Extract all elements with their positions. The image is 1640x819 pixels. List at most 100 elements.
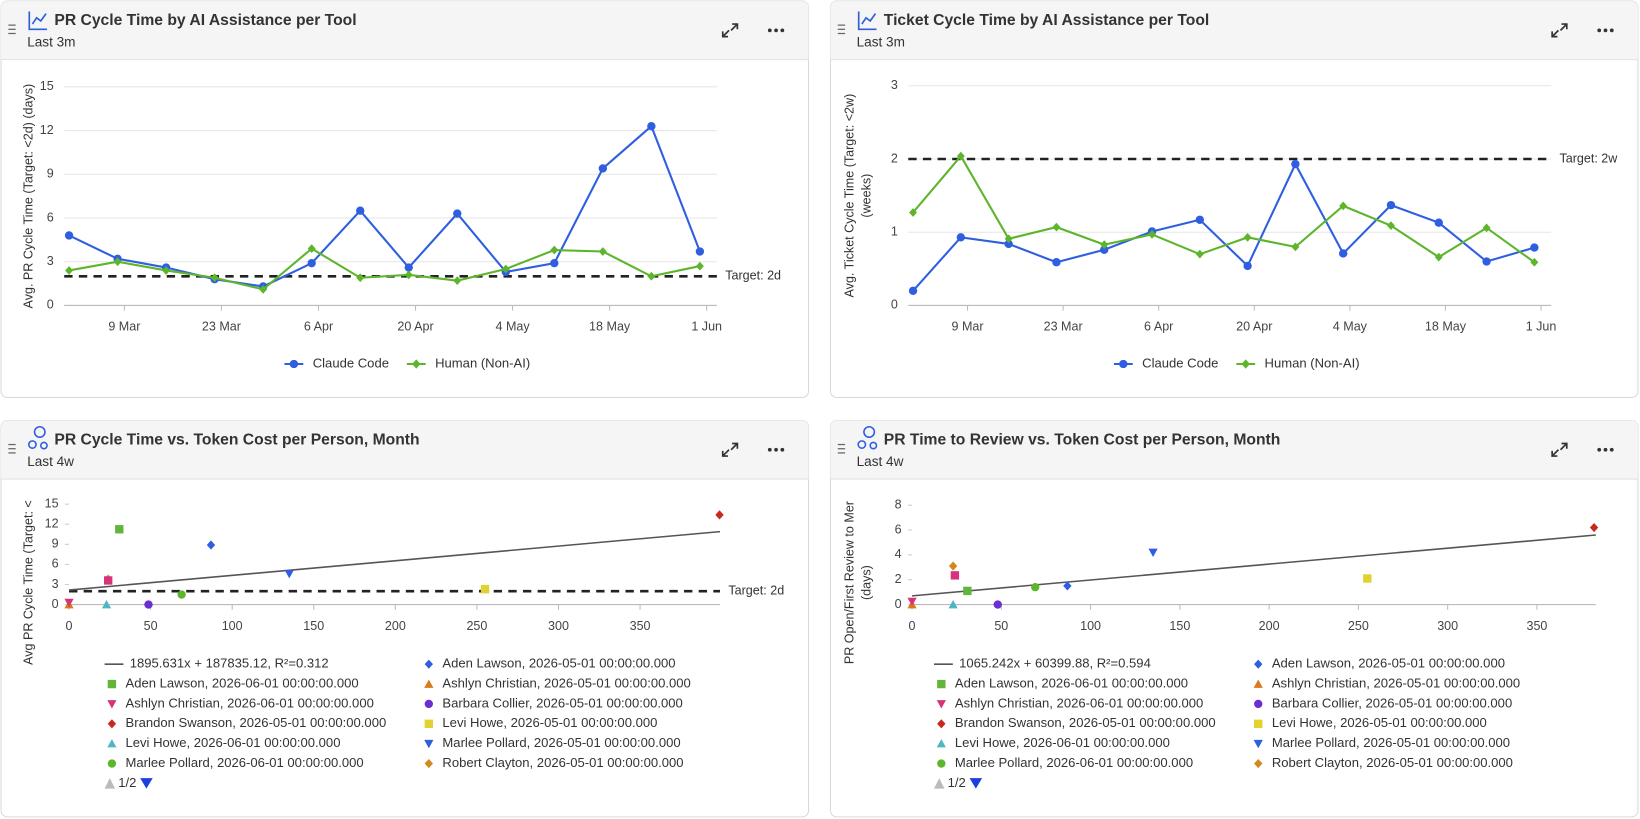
series-line bbox=[68, 124, 701, 288]
legend-label[interactable]: Marlee Pollard, 2026-06-01 00:00:00.000 bbox=[955, 755, 1193, 770]
marker bbox=[695, 247, 705, 256]
legend-label[interactable]: Brandon Swanson, 2026-05-01 00:00:00.000 bbox=[955, 715, 1216, 730]
marker bbox=[909, 208, 918, 217]
legend-label[interactable]: Human (Non-AI) bbox=[1265, 355, 1360, 370]
drag-handle[interactable] bbox=[837, 24, 846, 35]
legend-label[interactable]: 1065.242x + 60399.88, R²=0.594 bbox=[959, 656, 1151, 671]
expand-button[interactable] bbox=[1551, 23, 1568, 38]
marker bbox=[948, 599, 958, 609]
marker bbox=[404, 270, 413, 280]
marker bbox=[1052, 258, 1061, 267]
marker bbox=[107, 719, 117, 729]
y-tick-label: 8 bbox=[895, 498, 902, 512]
x-tick-label: 4 May bbox=[1333, 320, 1368, 334]
legend-page-next[interactable] bbox=[969, 778, 983, 789]
legend-label[interactable]: Robert Clayton, 2026-05-01 00:00:00.000 bbox=[1272, 755, 1513, 770]
legend-label[interactable]: Human (Non-AI) bbox=[435, 355, 530, 370]
legend-label[interactable]: Ashlyn Christian, 2026-05-01 00:00:00.00… bbox=[442, 676, 690, 691]
drag-handle[interactable] bbox=[8, 24, 16, 35]
more-dot bbox=[774, 447, 778, 452]
y-tick-label: 0 bbox=[891, 298, 898, 312]
panel-title: PR Cycle Time vs. Token Cost per Person,… bbox=[54, 431, 419, 448]
marker bbox=[1243, 232, 1252, 242]
more-button[interactable] bbox=[767, 447, 785, 452]
marker bbox=[453, 276, 462, 286]
legend-label[interactable]: 1895.631x + 187835.12, R²=0.312 bbox=[130, 656, 329, 671]
legend-label[interactable]: Marlee Pollard, 2026-05-01 00:00:00.000 bbox=[1272, 735, 1510, 750]
drag-handle[interactable] bbox=[837, 443, 846, 454]
marker bbox=[1195, 215, 1204, 224]
legend-label[interactable]: Aden Lawson, 2026-06-01 00:00:00.000 bbox=[955, 676, 1188, 691]
legend-label[interactable]: Aden Lawson, 2026-05-01 00:00:00.000 bbox=[442, 656, 675, 671]
marker bbox=[424, 699, 434, 709]
panel-subtitle: Last 4w bbox=[27, 454, 74, 469]
more-dot bbox=[774, 28, 778, 33]
drag-handle[interactable] bbox=[8, 443, 16, 454]
more-button[interactable] bbox=[767, 28, 785, 33]
legend-label[interactable]: Levi Howe, 2026-06-01 00:00:00.000 bbox=[955, 735, 1170, 750]
y-axis-label: Avg. PR Cycle Time (Target: <2d) (days) bbox=[22, 84, 36, 309]
legend-label[interactable]: Ashlyn Christian, 2026-05-01 00:00:00.00… bbox=[1272, 676, 1520, 691]
marker bbox=[956, 151, 965, 161]
legend-page-next[interactable] bbox=[140, 778, 153, 789]
marker bbox=[1119, 359, 1128, 369]
legend-label[interactable]: Ashlyn Christian, 2026-06-01 00:00:00.00… bbox=[126, 695, 374, 710]
icon-dot bbox=[33, 425, 46, 439]
y-tick-label: 4 bbox=[895, 547, 902, 561]
y-tick-label: 12 bbox=[40, 123, 54, 137]
legend-label[interactable]: Aden Lawson, 2026-05-01 00:00:00.000 bbox=[1272, 656, 1505, 671]
expand-button[interactable] bbox=[721, 23, 739, 38]
legend-label[interactable]: Claude Code bbox=[1142, 355, 1218, 370]
x-tick-label: 23 Mar bbox=[202, 320, 241, 334]
panel-subtitle: Last 3m bbox=[27, 34, 75, 49]
legend-page-prev[interactable] bbox=[934, 778, 945, 789]
panel-frame bbox=[0, 0, 810, 398]
marker bbox=[936, 739, 946, 748]
legend-label[interactable]: Marlee Pollard, 2026-06-01 00:00:00.000 bbox=[126, 755, 364, 770]
legend-label[interactable]: Ashlyn Christian, 2026-06-01 00:00:00.00… bbox=[955, 695, 1203, 710]
panel: Ticket Cycle Time by AI Assistance per T… bbox=[829, 0, 1639, 398]
marker bbox=[1254, 719, 1263, 728]
panel-title: PR Cycle Time by AI Assistance per Tool bbox=[54, 12, 356, 29]
marker bbox=[647, 121, 656, 131]
more-button[interactable] bbox=[1597, 28, 1614, 33]
marker bbox=[695, 261, 704, 271]
icon-dot bbox=[857, 440, 867, 449]
marker bbox=[1363, 574, 1372, 583]
chart-icon bbox=[857, 425, 878, 450]
marker bbox=[104, 576, 113, 585]
legend-label[interactable]: Barbara Collier, 2026-05-01 00:00:00.000 bbox=[442, 695, 682, 710]
legend-label[interactable]: Levi Howe, 2026-05-01 00:00:00.000 bbox=[442, 715, 657, 730]
legend-label[interactable]: Marlee Pollard, 2026-05-01 00:00:00.000 bbox=[442, 735, 680, 750]
more-button[interactable] bbox=[1597, 447, 1614, 452]
legend-label[interactable]: Claude Code bbox=[313, 355, 389, 370]
marker bbox=[715, 510, 724, 520]
legend-page-prev[interactable] bbox=[104, 778, 116, 789]
y-tick-label: 3 bbox=[891, 78, 898, 92]
panel-header bbox=[1, 1, 809, 60]
marker bbox=[177, 590, 186, 599]
marker bbox=[937, 719, 946, 729]
legend-label[interactable]: Levi Howe, 2026-06-01 00:00:00.000 bbox=[126, 735, 341, 750]
marker bbox=[289, 359, 299, 369]
marker bbox=[1253, 739, 1263, 749]
x-tick-label: 150 bbox=[1169, 619, 1190, 633]
x-tick-label: 0 bbox=[909, 619, 916, 633]
y-tick-label: 15 bbox=[45, 496, 59, 510]
legend-label[interactable]: Brandon Swanson, 2026-05-01 00:00:00.000 bbox=[126, 715, 387, 730]
marker bbox=[1253, 679, 1263, 688]
legend-label[interactable]: Aden Lawson, 2026-06-01 00:00:00.000 bbox=[126, 676, 359, 691]
expand-button[interactable] bbox=[1551, 442, 1568, 457]
y-axis-label: PR Open/First Review to Mer bbox=[843, 501, 857, 664]
marker bbox=[1241, 359, 1250, 369]
legend-label[interactable]: Levi Howe, 2026-05-01 00:00:00.000 bbox=[1272, 715, 1487, 730]
expand-button[interactable] bbox=[721, 442, 739, 457]
icon-dot bbox=[27, 440, 37, 449]
marker bbox=[284, 570, 294, 579]
marker bbox=[65, 266, 74, 275]
legend-label[interactable]: Robert Clayton, 2026-05-01 00:00:00.000 bbox=[442, 755, 683, 770]
x-tick-label: 4 May bbox=[495, 320, 530, 334]
legend-label[interactable]: Barbara Collier, 2026-05-01 00:00:00.000 bbox=[1272, 695, 1512, 710]
panel: PR Cycle Time vs. Token Cost per Person,… bbox=[0, 419, 810, 818]
x-tick-label: 1 Jun bbox=[1526, 320, 1557, 334]
